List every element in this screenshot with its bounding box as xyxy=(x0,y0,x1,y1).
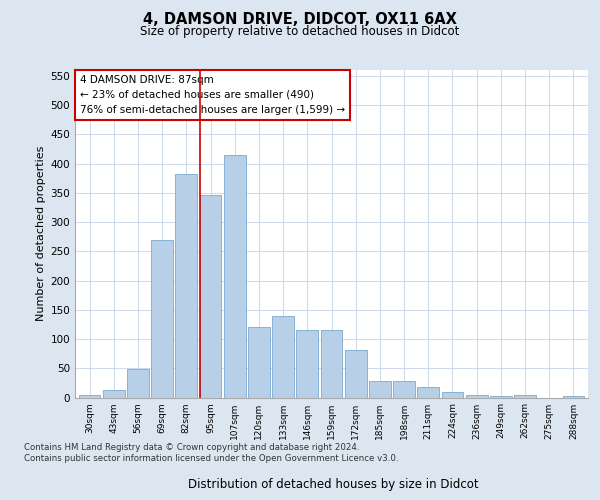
Bar xyxy=(466,394,488,398)
Bar xyxy=(514,394,536,398)
Bar xyxy=(127,370,149,398)
Bar xyxy=(345,350,367,398)
Bar xyxy=(490,396,512,398)
Bar xyxy=(418,387,439,398)
Bar xyxy=(393,381,415,398)
Bar xyxy=(369,381,391,398)
Text: Distribution of detached houses by size in Didcot: Distribution of detached houses by size … xyxy=(188,478,478,491)
Bar xyxy=(442,392,463,398)
Bar xyxy=(296,330,318,398)
Y-axis label: Number of detached properties: Number of detached properties xyxy=(36,146,46,322)
Bar xyxy=(248,328,270,398)
Text: 4 DAMSON DRIVE: 87sqm
← 23% of detached houses are smaller (490)
76% of semi-det: 4 DAMSON DRIVE: 87sqm ← 23% of detached … xyxy=(80,75,345,114)
Bar xyxy=(272,316,294,398)
Bar xyxy=(200,194,221,398)
Bar xyxy=(79,394,100,398)
Bar xyxy=(103,390,125,398)
Text: 4, DAMSON DRIVE, DIDCOT, OX11 6AX: 4, DAMSON DRIVE, DIDCOT, OX11 6AX xyxy=(143,12,457,28)
Bar xyxy=(151,240,173,398)
Bar xyxy=(224,155,245,398)
Text: Contains HM Land Registry data © Crown copyright and database right 2024.: Contains HM Land Registry data © Crown c… xyxy=(24,442,359,452)
Bar xyxy=(320,330,343,398)
Bar xyxy=(563,396,584,398)
Text: Contains public sector information licensed under the Open Government Licence v3: Contains public sector information licen… xyxy=(24,454,398,463)
Text: Size of property relative to detached houses in Didcot: Size of property relative to detached ho… xyxy=(140,25,460,38)
Bar xyxy=(175,174,197,398)
